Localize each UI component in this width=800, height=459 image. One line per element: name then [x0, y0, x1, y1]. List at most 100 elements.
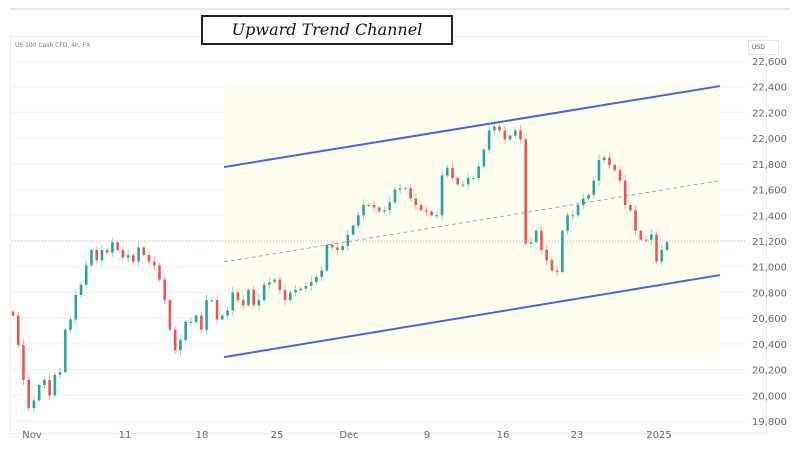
- candle-up: [79, 284, 83, 295]
- candle-up: [262, 284, 266, 301]
- candle-down: [132, 255, 135, 262]
- candle-up: [64, 329, 67, 373]
- y-tick-label: 20,000: [752, 391, 787, 402]
- candle-up: [299, 288, 303, 290]
- candle-down: [121, 250, 125, 258]
- candle-up: [466, 178, 470, 185]
- y-tick-label: 20,400: [752, 340, 787, 351]
- candle-up: [581, 198, 585, 205]
- candle-down: [451, 167, 454, 178]
- candle-up: [383, 210, 386, 212]
- candle-up: [184, 322, 187, 340]
- candle-up: [597, 160, 601, 181]
- candle-up: [257, 300, 261, 306]
- candle-down: [336, 247, 339, 250]
- candle-up: [388, 202, 392, 211]
- candle-down: [22, 345, 25, 380]
- candle-down: [414, 198, 418, 205]
- x-tick-label: 9: [424, 430, 430, 441]
- candle-down: [278, 279, 282, 290]
- candle-up: [179, 340, 182, 351]
- candle-up: [74, 295, 78, 320]
- candle-up: [341, 246, 344, 250]
- candle-down: [48, 379, 51, 396]
- candle-up: [393, 189, 397, 203]
- candle-up: [367, 205, 371, 206]
- candle-down: [419, 205, 423, 211]
- candle-down: [498, 126, 501, 131]
- candle-down: [236, 292, 240, 301]
- currency-button[interactable]: USD: [748, 40, 779, 55]
- candle-down: [634, 210, 637, 231]
- candle-down: [241, 300, 245, 306]
- y-tick-label: 21,400: [752, 211, 787, 222]
- candle-up: [268, 282, 271, 285]
- candle-up: [445, 167, 449, 176]
- candle-down: [519, 130, 522, 140]
- candle-up: [398, 188, 402, 190]
- y-tick-label: 21,200: [752, 237, 787, 248]
- x-tick-label: 25: [271, 430, 284, 441]
- candle-down: [639, 230, 643, 240]
- candle-down: [200, 315, 203, 330]
- candle-up: [362, 205, 365, 216]
- candle-up: [247, 289, 250, 306]
- x-tick-label: 2025: [646, 430, 671, 441]
- candle-up: [111, 242, 114, 253]
- candle-down: [105, 250, 109, 253]
- candle-up: [440, 175, 444, 216]
- candle-up: [529, 242, 533, 244]
- y-tick-label: 20,200: [752, 366, 787, 377]
- y-tick-label: 22,400: [752, 83, 787, 94]
- x-tick-label: 11: [119, 430, 132, 441]
- y-tick-label: 22,200: [752, 108, 787, 119]
- candle-down: [283, 289, 287, 301]
- y-tick-label: 22,600: [752, 57, 787, 68]
- candle-up: [487, 130, 491, 150]
- candle-up: [534, 230, 538, 243]
- candle-down: [372, 205, 376, 208]
- candle-up: [90, 250, 93, 266]
- candle-up: [220, 315, 224, 320]
- candle-down: [152, 261, 156, 266]
- candle-down: [655, 234, 658, 262]
- candle-down: [409, 188, 412, 199]
- candle-down: [215, 300, 219, 320]
- candle-down: [425, 210, 428, 212]
- candle-down: [503, 130, 507, 140]
- candle-down: [173, 329, 177, 351]
- candle-down: [545, 250, 548, 261]
- candle-up: [461, 184, 465, 186]
- candle-up: [309, 282, 313, 286]
- candle-down: [116, 242, 119, 250]
- channel-upper-line: [223, 85, 721, 169]
- candle-up: [226, 310, 229, 316]
- candle-up: [602, 157, 606, 160]
- candle-down: [252, 289, 255, 306]
- candle-up: [587, 194, 590, 199]
- candle-up: [660, 250, 664, 262]
- candle-up: [435, 215, 439, 217]
- candle-up: [53, 374, 57, 396]
- x-tick-label: 18: [196, 430, 209, 441]
- candle-up: [194, 315, 198, 322]
- channel-lower-line: [223, 274, 721, 359]
- candle-down: [142, 247, 146, 256]
- candle-up: [100, 250, 104, 261]
- candle-up: [273, 279, 276, 283]
- candle-up: [315, 277, 318, 283]
- y-tick-label: 21,600: [752, 186, 787, 197]
- candle-down: [608, 157, 611, 166]
- candle-up: [513, 130, 517, 136]
- candle-up: [58, 372, 62, 375]
- candle-down: [618, 170, 622, 181]
- candle-up: [508, 135, 512, 140]
- candle-down: [629, 205, 632, 211]
- candle-up: [37, 385, 41, 401]
- candle-down: [555, 270, 559, 272]
- candle-up: [320, 270, 323, 277]
- candle-down: [430, 211, 433, 216]
- candle-down: [147, 255, 151, 262]
- candle-up: [43, 379, 46, 385]
